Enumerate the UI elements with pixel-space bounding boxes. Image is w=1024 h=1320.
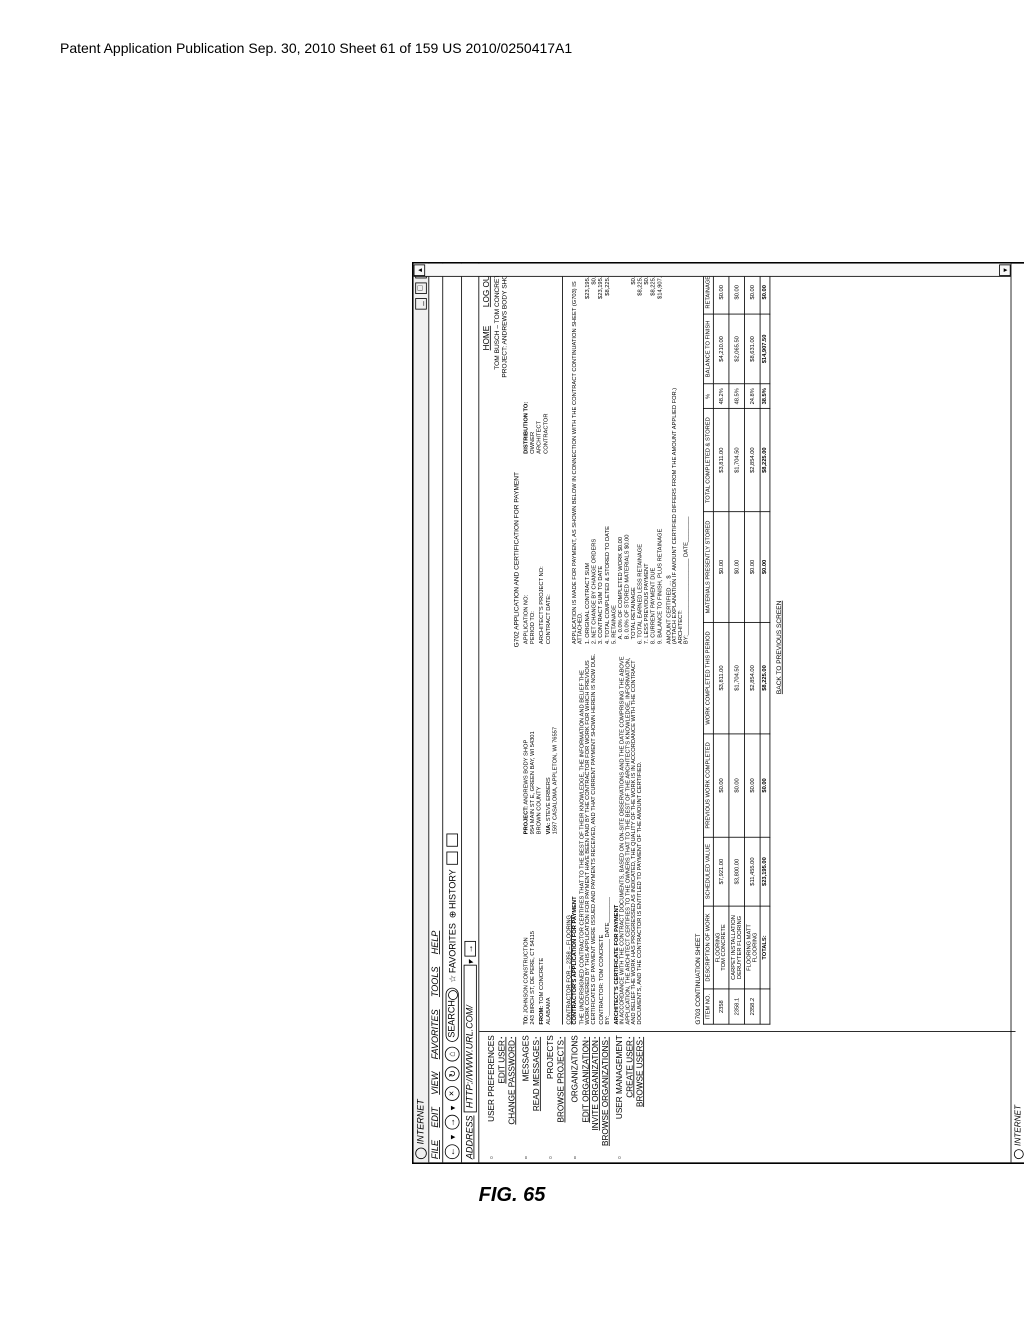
print-icon[interactable] (446, 833, 457, 846)
user-org-label: TOM BUSCH – TOM CONCRETE (493, 270, 500, 370)
sidebar: USER PREFERENCES EDIT USER CHANGE PASSWO… (479, 1031, 1015, 1162)
favorites-button[interactable]: FAVORITES (447, 923, 458, 983)
status-text: INTERNET (1014, 1105, 1023, 1146)
menu-edit[interactable]: EDIT (431, 1107, 441, 1128)
scrollbar[interactable]: ▴ ▾ (414, 264, 1011, 277)
sidebar-usermgmt-title: USER MANAGEMENT (615, 1035, 624, 1159)
g702-title: G702 APPLICATION AND CERTIFICATION FOR P… (513, 270, 520, 647)
totals-row: TOTALS:$23,195.00$0.00$8,225.00$0.00$8,2… (760, 271, 770, 1025)
titlebar: INTERNET _ □ × (414, 264, 430, 1163)
address-bar: ADDRESS HTTP://WWW.URL.COM/ ▾ → (462, 264, 479, 1163)
status-globe-icon (1013, 1149, 1023, 1159)
menu-favorites[interactable]: FAVORITES (431, 1009, 441, 1059)
sidebar-browse-users[interactable]: BROWSE USERS (636, 1035, 645, 1159)
sidebar-browse-orgs[interactable]: BROWSE ORGANIZATIONS (601, 1035, 610, 1159)
patent-header: Patent Application Publication Sep. 30, … (60, 40, 964, 56)
home-icon[interactable]: ⌂ (445, 1047, 460, 1062)
figure-label: FIG. 65 (60, 1184, 964, 1207)
statusbar: INTERNET (1011, 264, 1024, 1163)
window-title: INTERNET (416, 311, 426, 1144)
menu-help[interactable]: HELP (431, 931, 441, 955)
sidebar-invite-org[interactable]: INVITE ORGANIZATION (592, 1035, 601, 1159)
sidebar-read-messages[interactable]: READ MESSAGES (533, 1035, 542, 1159)
menu-tools[interactable]: TOOLS (431, 967, 441, 997)
scroll-down-icon[interactable]: ▾ (999, 264, 1010, 275)
home-link[interactable]: HOME (483, 326, 492, 351)
main-content: HOME LOG OUT TOM BUSCH – TOM CONCRETE PR… (479, 264, 1015, 1032)
menu-view[interactable]: VIEW (431, 1072, 441, 1095)
globe-icon (415, 1148, 426, 1159)
history-button[interactable]: HISTORY (447, 869, 458, 918)
scroll-up-icon[interactable]: ▴ (414, 264, 425, 275)
sidebar-change-password[interactable]: CHANGE PASSWORD (508, 1035, 517, 1159)
sidebar-prefs-title: USER PREFERENCES (487, 1035, 496, 1159)
mail-icon[interactable] (446, 851, 457, 864)
table-row: 2358.2FLOORING MATTFLOORING$11,455.00$0.… (745, 271, 761, 1025)
forward-icon[interactable]: → (445, 1115, 460, 1130)
stop-icon[interactable]: × (445, 1086, 460, 1101)
g703-title: G703 CONTINUATION SHEET (694, 270, 701, 1024)
go-button[interactable]: → (464, 941, 475, 957)
url-input[interactable]: HTTP://WWW.URL.COM/ (464, 965, 477, 1113)
menu-file[interactable]: FILE (431, 1140, 441, 1159)
back-link[interactable]: BACK TO PREVIOUS SCREEN (775, 601, 782, 694)
table-row: 2358.1CARPET INSTALLATIONDERUYTER FLOORI… (729, 271, 745, 1025)
sidebar-orgs-title: ORGANIZATIONS (571, 1035, 580, 1159)
url-dropdown-icon[interactable]: ▾ (465, 960, 476, 965)
table-row: 2358FLOORINGTOM CONCRETE$7,921.00$0.00$3… (713, 271, 729, 1025)
search-box[interactable]: SEARCH (446, 988, 459, 1042)
menubar: FILE EDIT VIEW FAVORITES TOOLS HELP (429, 264, 443, 1163)
minimize-icon[interactable]: _ (415, 298, 426, 309)
sidebar-edit-user[interactable]: EDIT USER (498, 1035, 507, 1159)
g702-header-grid: TO: JOHNSON CONSTRUCTION 243 BIRCH ST, D… (524, 270, 563, 1024)
back-dropdown-icon[interactable]: ▾ (447, 1135, 458, 1140)
project-label: PROJECT: ANDREWS BODY SHOP (501, 270, 508, 377)
refresh-icon[interactable]: ↻ (445, 1066, 460, 1081)
g703-table: ITEM NO.DESCRIPTION OF WORKSCHEDULED VAL… (703, 270, 770, 1024)
maximize-icon[interactable]: □ (415, 282, 426, 293)
sidebar-create-user[interactable]: CREATE USER (626, 1035, 635, 1159)
sidebar-projects-title: PROJECTS (546, 1035, 555, 1159)
forward-dropdown-icon[interactable]: ▾ (447, 1106, 458, 1111)
address-label: ADDRESS (465, 1115, 475, 1159)
toolbar: ← ▾ → ▾ × ↻ ⌂ SEARCH FAVORITES HISTORY (443, 264, 462, 1163)
browser-window: INTERNET _ □ × FILE EDIT VIEW FAVORITES … (412, 262, 1024, 1164)
sidebar-browse-projects[interactable]: BROWSE PROJECTS (557, 1035, 566, 1159)
sidebar-messages-title: MESSAGES (522, 1035, 531, 1159)
sidebar-edit-org[interactable]: EDIT ORGANIZATION (582, 1035, 591, 1159)
back-icon[interactable]: ← (445, 1144, 460, 1159)
